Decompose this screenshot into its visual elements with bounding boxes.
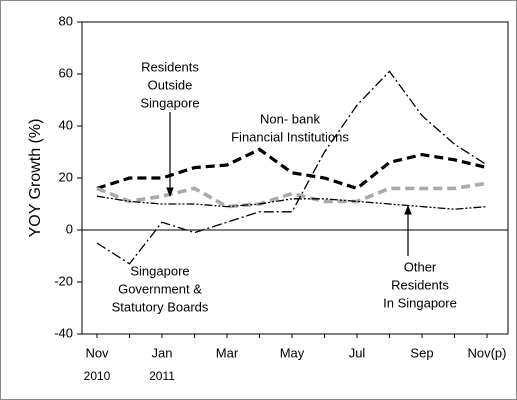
series-label: Residents <box>141 59 199 74</box>
series-label: Statutory Boards <box>112 299 209 314</box>
series-label: Singapore <box>130 263 189 278</box>
y-axis-title: YOY Growth (%) <box>27 119 44 238</box>
y-tick-label: -40 <box>54 325 73 340</box>
series-label: Government & <box>118 281 202 296</box>
x-year-label: 2010 <box>84 369 111 383</box>
y-tick-label: 60 <box>59 65 73 80</box>
series-label: Residents <box>391 277 449 292</box>
x-year-label: 2011 <box>149 369 175 383</box>
series-label: Financial Institutions <box>231 129 349 144</box>
y-tick-label: 20 <box>59 169 73 184</box>
series-line <box>96 181 488 209</box>
x-tick-label: Mar <box>216 345 239 360</box>
x-tick-label: Jul <box>349 345 366 360</box>
y-tick-label: 0 <box>66 221 73 236</box>
x-tick-label: Jan <box>152 345 173 360</box>
series-label: Singapore <box>140 95 199 110</box>
series-line <box>96 147 488 191</box>
y-tick-label: 80 <box>59 13 73 28</box>
series-line <box>96 70 488 265</box>
x-tick-label: Nov <box>85 345 109 360</box>
y-tick-label: -20 <box>54 273 73 288</box>
series-label: Outside <box>148 77 193 92</box>
y-tick-label: 40 <box>59 117 73 132</box>
x-tick-label: Nov(p) <box>467 345 506 360</box>
series-label: Non- bank <box>260 111 320 126</box>
series-label: Other <box>404 259 437 274</box>
x-tick-label: Sep <box>410 345 433 360</box>
series-line <box>96 195 488 210</box>
x-tick-label: May <box>280 345 305 360</box>
series-label: In Singapore <box>383 295 457 310</box>
